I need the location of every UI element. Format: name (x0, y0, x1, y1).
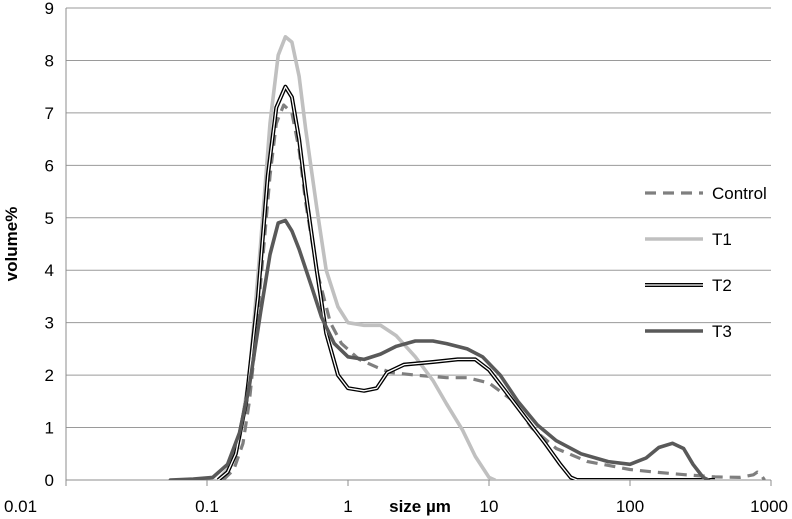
y-tick-label: 2 (45, 366, 54, 385)
tick-labels: 0 1 2 3 4 5 6 7 8 9 0.01 0.1 1 10 100 1000 (4, 0, 788, 516)
y-tick-label: 8 (45, 51, 54, 70)
x-tick-label: 100 (616, 497, 644, 516)
t2-series-line-inner (217, 86, 715, 480)
y-tick-label: 3 (45, 314, 54, 333)
y-tick-label: 0 (45, 471, 54, 490)
y-tick-label: 6 (45, 156, 54, 175)
legend: Control T1 T2 T3 (645, 184, 767, 341)
x-tick-label: 1 (343, 497, 352, 516)
y-tick-label: 5 (45, 209, 54, 228)
axes (65, 8, 772, 486)
legend-label-t1: T1 (712, 230, 732, 249)
y-tick-label: 4 (45, 261, 54, 280)
control-series-line (221, 103, 766, 480)
y-tick-label: 1 (45, 419, 54, 438)
series-group (168, 35, 766, 480)
legend-label-control: Control (712, 184, 767, 203)
y-tick-label: 9 (45, 0, 54, 18)
t3-series-line (168, 218, 711, 480)
gridlines (66, 7, 771, 429)
x-axis-title: size µm (389, 497, 451, 516)
x-tick-label: 1000 (750, 497, 788, 516)
y-tick-label: 7 (45, 104, 54, 123)
t2-series-line (216, 84, 715, 480)
x-tick-label: 0.01 (4, 497, 37, 516)
x-tick-label: 10 (480, 497, 499, 516)
x-tick-label: 0.1 (195, 497, 219, 516)
legend-label-t2: T2 (712, 276, 732, 295)
y-axis-title: volume% (2, 207, 21, 282)
legend-label-t3: T3 (712, 322, 732, 341)
